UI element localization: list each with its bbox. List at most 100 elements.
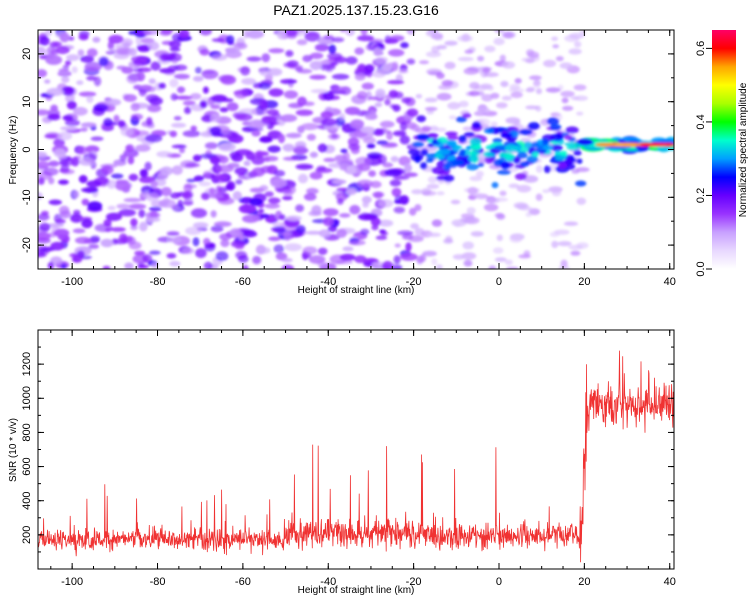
colorbar-gradient: [712, 30, 736, 269]
heatmap-cell: [265, 216, 276, 223]
heatmap-cell: [327, 133, 341, 141]
heatmap-cell: [46, 87, 64, 97]
heatmap-cell: [268, 236, 281, 242]
heatmap-cell: [349, 204, 361, 215]
heatmap-cell: [446, 135, 459, 141]
heatmap-cell: [220, 239, 230, 248]
heatmap-cell: [443, 174, 455, 182]
heatmap-cell: [128, 203, 147, 210]
heatmap-cell: [201, 69, 219, 80]
heatmap-cell: [78, 175, 88, 184]
heatmap-cell: [238, 204, 257, 214]
y-tick-label: 1000: [21, 386, 33, 410]
heatmap-cell: [364, 64, 375, 73]
heatmap-cell: [65, 60, 72, 66]
heatmap-cell: [58, 179, 69, 185]
x-tick-label: -80: [150, 276, 166, 288]
heatmap-cell: [58, 68, 69, 73]
heatmap-cell: [285, 215, 302, 222]
heatmap-cell: [254, 151, 269, 157]
heatmap-cell: [242, 230, 258, 238]
heatmap-cell: [226, 47, 241, 56]
heatmap-cell: [101, 165, 114, 175]
heatmap-cell: [371, 224, 379, 231]
heatmap-cell: [566, 162, 576, 170]
heatmap-cell: [431, 45, 440, 54]
heatmap-cell: [422, 250, 437, 257]
heatmap-cell: [78, 91, 97, 97]
heatmap-cell: [375, 56, 388, 64]
heatmap-cell: [139, 221, 148, 232]
x-tick-label: -100: [61, 276, 83, 288]
heatmap-cell: [270, 177, 287, 188]
heatmap-cell: [267, 68, 283, 76]
heatmap-cell: [426, 109, 434, 115]
heatmap-cell: [306, 187, 319, 195]
heatmap-cell: [138, 176, 156, 184]
heatmap-cell: [501, 31, 516, 39]
heatmap-cell: [139, 84, 152, 90]
heatmap-cell: [190, 208, 208, 218]
heatmap-cell: [264, 191, 274, 197]
snr-y-ticks: 200 400 600 800 1000 1200: [21, 346, 674, 553]
heatmap-cell: [393, 255, 401, 265]
heatmap-cell: [378, 199, 394, 208]
heatmap-cell: [357, 179, 374, 188]
spectrogram-blobs: [38, 30, 674, 269]
heatmap-cell: [564, 34, 580, 43]
heatmap-cell: [345, 56, 358, 65]
heatmap-cell: [427, 232, 441, 237]
heatmap-cell: [434, 36, 443, 41]
heatmap-cell: [568, 244, 584, 250]
heatmap-cell: [61, 86, 75, 96]
heatmap-cell: [148, 96, 163, 106]
heatmap-cell: [42, 167, 59, 176]
heatmap-cell: [496, 102, 508, 109]
heatmap-cell: [427, 176, 438, 184]
heatmap-cell: [387, 80, 405, 85]
heatmap-cell: [388, 49, 405, 57]
heatmap-cell: [208, 187, 216, 195]
heatmap-cell: [149, 250, 161, 255]
heatmap-cell: [373, 47, 383, 57]
heatmap-cell: [380, 231, 389, 236]
heatmap-cell: [80, 122, 97, 128]
heatmap-cell: [385, 62, 393, 69]
heatmap-cell: [389, 104, 397, 109]
heatmap-cell: [576, 111, 584, 116]
heatmap-cell: [431, 219, 443, 227]
heatmap-cell: [171, 144, 187, 149]
heatmap-cell: [107, 40, 115, 51]
heatmap-cell: [258, 82, 271, 90]
heatmap-cell: [444, 61, 456, 70]
heatmap-cell: [209, 113, 221, 123]
heatmap-cell: [182, 100, 196, 106]
heatmap-cell: [78, 33, 89, 41]
heatmap-cell: [427, 132, 439, 139]
heatmap-cell: [114, 44, 128, 49]
heatmap-cell: [125, 144, 135, 153]
heatmap-cell: [459, 149, 466, 155]
heatmap-cell: [78, 158, 96, 166]
heatmap-cell: [551, 188, 562, 197]
y-tick-label: 20: [21, 48, 33, 60]
heatmap-cell: [159, 68, 176, 74]
colorbar-title: Normalized spectral amplitude: [738, 82, 749, 217]
heatmap-cell: [170, 192, 181, 199]
heatmap-cell: [280, 114, 298, 122]
heatmap-cell: [506, 266, 519, 269]
heatmap-cell: [484, 156, 494, 164]
heatmap-cell: [346, 165, 357, 175]
heatmap-cell: [70, 213, 83, 223]
heatmap-cell: [386, 130, 393, 141]
heatmap-cell: [273, 226, 286, 234]
heatmap-cell: [38, 245, 50, 256]
x-tick-label: 40: [664, 276, 676, 288]
heatmap-cell: [436, 92, 452, 101]
heatmap-cell: [268, 197, 281, 204]
heatmap-cell: [179, 147, 185, 154]
heatmap-cell: [482, 67, 491, 73]
snr-x-ticks: -100 -80 -60 -40 -20 0 20 40: [50, 330, 676, 588]
heatmap-cell: [285, 50, 294, 57]
heatmap-cell: [372, 191, 385, 198]
